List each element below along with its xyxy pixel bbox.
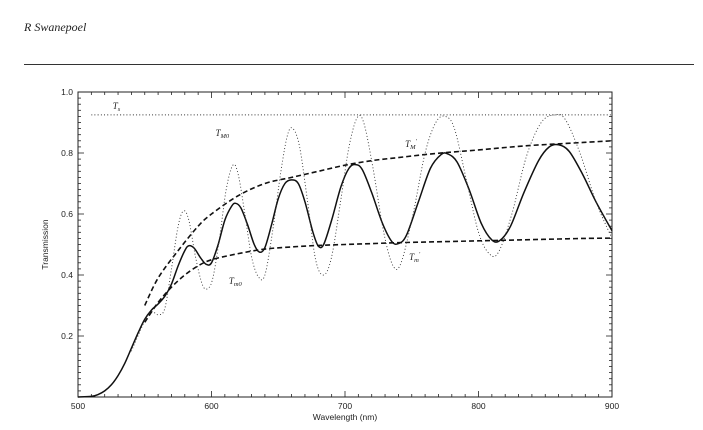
y-tick-label: 0.4: [61, 270, 73, 280]
x-tick-label: 700: [338, 401, 352, 411]
running-header-author: R Swanepoel: [24, 20, 87, 34]
axis-ticks: 500 600 700 800 900 0.2 0.4 0.6 0.8 1.0: [61, 87, 619, 411]
series-transmission-absorbing: [77, 143, 613, 398]
label-tm-prime-upper: TM': [405, 138, 417, 151]
y-axis-title: Transmission: [40, 219, 50, 269]
y-tick-label: 0.8: [61, 148, 73, 158]
header-rule: [24, 64, 694, 65]
series-tm-upper-envelope: [144, 140, 613, 306]
x-tick-label: 900: [605, 401, 619, 411]
curve-labels: Ts TM0 TM' Tm0 Tm': [113, 101, 421, 288]
label-tm0-lower: Tm0: [229, 276, 243, 288]
label-tm-prime-lower: Tm': [409, 251, 421, 264]
x-tick-label: 800: [471, 401, 485, 411]
series-transmission-transparent: [130, 113, 613, 352]
label-tm0-upper: TM0: [216, 128, 230, 140]
y-tick-label: 0.2: [61, 331, 73, 341]
x-axis-title: Wavelength (nm): [313, 412, 378, 422]
x-tick-label: 600: [204, 401, 218, 411]
series-layer: [77, 113, 613, 398]
y-tick-label: 0.6: [61, 209, 73, 219]
label-ts: Ts: [113, 101, 121, 113]
series-tm-lower-envelope: [144, 237, 613, 323]
y-tick-label: 1.0: [61, 87, 73, 97]
x-tick-label: 500: [71, 401, 85, 411]
